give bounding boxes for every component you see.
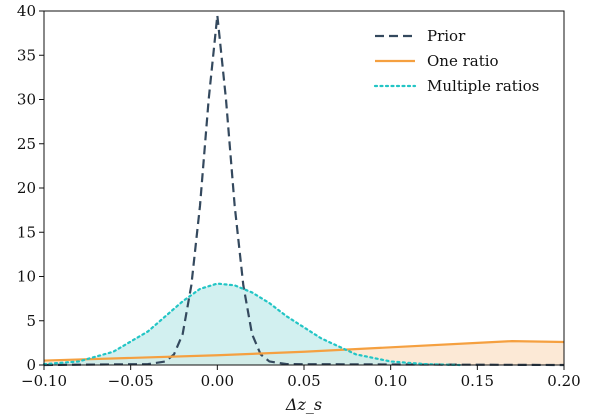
- y-tick-label: 10: [17, 268, 36, 286]
- series-line-multiple-ratios: [42, 282, 462, 367]
- x-tick-label: −0.05: [108, 372, 154, 390]
- y-tick-label: 25: [17, 135, 36, 153]
- y-tick-label: 5: [26, 312, 36, 330]
- legend-label: One ratio: [427, 52, 499, 70]
- legend-label: Prior: [427, 27, 466, 45]
- series-fill-multiple-ratios: [44, 283, 460, 365]
- x-axis-label: Δz_s: [285, 395, 322, 414]
- y-tick-label: 15: [17, 223, 36, 241]
- x-tick-label: 0.10: [374, 372, 407, 390]
- y-tick-label: 40: [17, 2, 36, 20]
- x-tick-label: −0.10: [21, 372, 67, 390]
- x-tick-label: 0.00: [201, 372, 234, 390]
- legend-label: Multiple ratios: [427, 77, 539, 95]
- y-tick-label: 0: [26, 356, 36, 374]
- x-tick-label: 0.05: [287, 372, 320, 390]
- y-tick-label: 20: [17, 179, 36, 197]
- legend: Prior One ratio Multiple ratios: [373, 27, 539, 95]
- series-line-one-ratio: [43, 340, 565, 362]
- y-tick-label: 30: [17, 91, 36, 109]
- x-tick-label: 0.20: [547, 372, 580, 390]
- x-tick-label: 0.15: [461, 372, 494, 390]
- y-tick-label: 35: [17, 46, 36, 64]
